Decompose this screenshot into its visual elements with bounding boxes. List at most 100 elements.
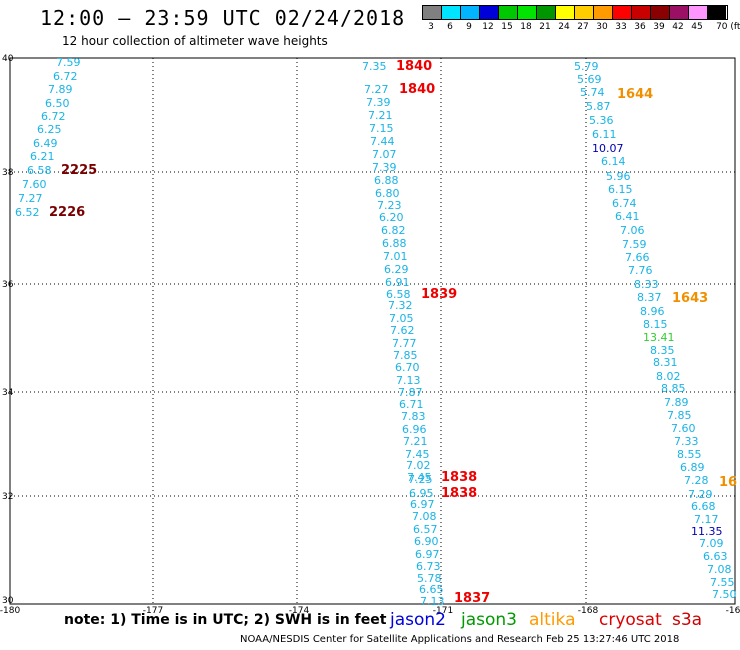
swh-value: 5.87: [586, 100, 611, 113]
swh-value: 7.66: [625, 251, 650, 264]
swh-value: 7.50: [712, 588, 737, 601]
swh-value: 6.49: [33, 137, 58, 150]
swh-value: 6.73: [416, 560, 441, 573]
swh-value: 6.89: [680, 461, 705, 474]
swh-value: 6.80: [375, 187, 400, 200]
scale-swatch: [498, 5, 517, 20]
scale-swatch: [688, 5, 707, 20]
scale-label: 42: [672, 22, 684, 32]
legend-cryosat: cryosat: [599, 610, 662, 630]
swh-value: 7.07: [372, 148, 397, 161]
scale-swatch: [612, 5, 631, 20]
swh-value: 5.78: [417, 572, 442, 585]
scale-label: 33: [615, 22, 627, 32]
swh-value: 6.58: [27, 164, 52, 177]
swh-value: 6.72: [53, 70, 78, 83]
swh-value: 10.07: [592, 142, 624, 155]
time-label: 1838: [441, 486, 477, 501]
legend-altika: altika: [529, 610, 576, 630]
swh-value: 7.08: [412, 510, 437, 523]
scale-label: 12: [482, 22, 494, 32]
lon-tick-label: -177: [143, 606, 163, 616]
swh-value: 8.55: [677, 448, 702, 461]
swh-value: 8.85: [661, 382, 686, 395]
swh-value: 5.74: [580, 86, 605, 99]
scale-swatch: [479, 5, 498, 20]
swh-value: 5.69: [577, 73, 602, 86]
swh-value: 7.09: [699, 537, 724, 550]
swh-value: 13.41: [643, 331, 675, 344]
map-frame: [9, 57, 736, 605]
scale-swatch: [460, 5, 479, 20]
scale-swatch: [555, 5, 574, 20]
scale-label: 36: [634, 22, 646, 32]
swh-value: 8.96: [640, 305, 665, 318]
swh-value: 7.27: [18, 192, 43, 205]
scale-label: 27: [577, 22, 589, 32]
swh-value: 6.95: [409, 487, 434, 500]
swh-value: 7.01: [383, 250, 408, 263]
swh-value: 8.15: [643, 318, 668, 331]
swh-value: 7.21: [403, 435, 428, 448]
legend-jason3: jason3: [461, 610, 517, 630]
map-title: 12:00 – 23:59 UTC 02/24/2018: [40, 6, 406, 30]
swh-value: 6.68: [691, 500, 716, 513]
scale-swatch: [669, 5, 688, 20]
swh-value: 6.88: [382, 237, 407, 250]
time-label: 1839: [421, 287, 457, 302]
swh-value: 7.13: [420, 595, 445, 608]
swh-value: 8.02: [656, 370, 681, 383]
swh-value: 6.71: [399, 398, 424, 411]
swh-value: 6.97: [415, 548, 440, 561]
swh-value: 7.33: [674, 435, 699, 448]
time-label: 16: [719, 475, 737, 490]
time-label: 1644: [617, 87, 653, 102]
swh-value: 6.52: [15, 206, 40, 219]
swh-value: 7.45: [405, 448, 430, 461]
swh-value: 6.29: [384, 263, 409, 276]
scale-swatch: [631, 5, 650, 20]
scale-label: 3: [428, 22, 434, 32]
swh-value: 6.65: [419, 583, 444, 596]
swh-value: 6.70: [395, 361, 420, 374]
swh-value: 7.32: [388, 299, 413, 312]
swh-value: 6.82: [381, 224, 406, 237]
swh-value: 7.55: [710, 576, 735, 589]
time-label: 1840: [399, 82, 435, 97]
swh-value: 6.72: [41, 110, 66, 123]
swh-value: 7.35: [362, 60, 387, 73]
scale-label: 45: [691, 22, 703, 32]
swh-value: 7.89: [48, 83, 73, 96]
scale-label: 9: [466, 22, 472, 32]
swh-value: 7.77: [392, 337, 417, 350]
lon-tick-label: -180: [0, 606, 20, 616]
swh-value: 7.17: [694, 513, 719, 526]
swh-value: 7.23: [377, 199, 402, 212]
lon-tick-label: -168: [578, 606, 599, 616]
scale-label: 30: [596, 22, 608, 32]
swh-value: 6.11: [592, 128, 617, 141]
swh-value: 6.58: [386, 288, 411, 301]
swh-value: 6.21: [30, 150, 55, 163]
swh-value: 7.29: [688, 488, 713, 501]
footer-credit: NOAA/NESDIS Center for Satellite Applica…: [240, 634, 680, 645]
scale-swatch: [707, 5, 726, 20]
scale-label: 24: [558, 22, 570, 32]
lat-tick-label: 32: [2, 492, 13, 502]
swh-value: 6.25: [37, 123, 62, 136]
swh-value: 6.57: [413, 523, 438, 536]
scale-label: 21: [539, 22, 551, 32]
scale-swatch: [536, 5, 555, 20]
swh-value: 7.62: [390, 324, 415, 337]
swh-value: 7.83: [401, 410, 426, 423]
legend-s3a: s3a: [672, 610, 703, 630]
swh-value: 7.87: [398, 386, 423, 399]
swh-value: 8.35: [650, 344, 675, 357]
swh-value: 7.45: [407, 471, 432, 484]
swh-value: 7.85: [393, 349, 418, 362]
swh-value: 6.91: [385, 276, 410, 289]
swh-value: 7.05: [389, 312, 414, 325]
swh-value: 7.59: [56, 56, 81, 69]
swh-value: 7.06: [620, 224, 645, 237]
